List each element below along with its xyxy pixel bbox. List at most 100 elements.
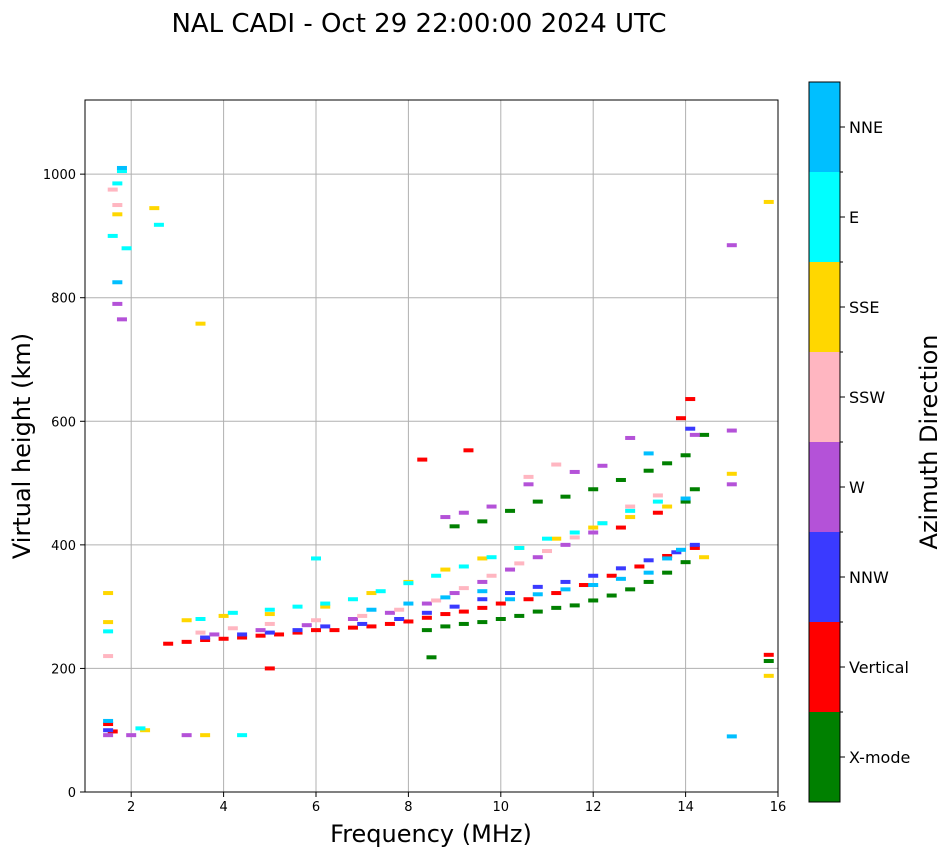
data-point	[680, 496, 691, 501]
data-point	[311, 628, 321, 633]
data-point	[643, 579, 654, 584]
y-tick-label: 600	[51, 415, 76, 430]
data-point	[237, 635, 248, 640]
data-point	[726, 471, 737, 476]
data-point	[699, 432, 710, 437]
data-point	[505, 567, 516, 572]
data-point	[458, 621, 469, 626]
data-point	[597, 463, 608, 468]
data-point	[103, 620, 114, 625]
data-point	[255, 628, 266, 633]
data-point	[301, 623, 312, 628]
data-point	[227, 610, 238, 615]
data-point	[588, 487, 599, 492]
data-point	[763, 199, 774, 204]
x-tick-label: 8	[404, 800, 412, 815]
data-point	[237, 632, 248, 637]
data-point	[689, 545, 700, 550]
data-point	[560, 579, 571, 584]
data-point	[532, 584, 543, 589]
data-point	[421, 601, 432, 606]
data-point	[264, 621, 275, 626]
data-point	[458, 564, 469, 569]
data-point	[615, 566, 626, 571]
data-point	[116, 165, 127, 170]
data-point	[431, 573, 442, 578]
data-point	[195, 321, 206, 326]
data-point	[426, 655, 437, 660]
data-point	[477, 556, 488, 561]
colorbar-swatch	[809, 712, 840, 802]
data-point	[606, 593, 617, 598]
data-point	[643, 451, 654, 456]
data-point	[112, 203, 123, 208]
data-point	[542, 549, 552, 554]
x-tick-label: 12	[585, 800, 602, 815]
data-point	[394, 617, 405, 621]
data-point	[505, 597, 516, 602]
colorbar-swatch	[809, 82, 840, 172]
data-point	[255, 633, 266, 638]
data-point	[112, 212, 123, 217]
data-point	[477, 597, 488, 602]
data-point	[652, 510, 663, 515]
data-point	[237, 733, 248, 738]
data-point	[569, 535, 580, 540]
data-point	[403, 619, 414, 624]
data-point	[495, 601, 506, 606]
data-point	[440, 624, 451, 629]
data-point	[726, 734, 737, 739]
data-point	[588, 598, 599, 603]
data-point	[366, 624, 377, 629]
data-point	[292, 630, 303, 635]
data-point	[625, 435, 636, 440]
data-point	[569, 603, 580, 608]
data-point	[662, 556, 673, 561]
data-point	[181, 733, 192, 738]
y-tick-label: 400	[51, 539, 76, 554]
data-point	[107, 187, 118, 192]
colorbar-swatch	[809, 172, 840, 262]
colorbar-swatch	[809, 442, 840, 532]
data-point	[227, 626, 238, 631]
data-point	[103, 591, 114, 596]
data-point	[680, 499, 691, 504]
data-point	[264, 630, 275, 635]
data-point	[689, 487, 700, 492]
data-point	[763, 659, 774, 664]
colorbar-swatch	[809, 262, 840, 352]
data-point	[615, 525, 626, 530]
data-point	[726, 243, 737, 248]
data-point	[264, 666, 275, 671]
data-point	[112, 181, 123, 186]
data-point	[662, 553, 673, 558]
colorbar-category-label: X-mode	[849, 748, 910, 767]
data-point	[675, 416, 686, 421]
data-point	[264, 612, 275, 617]
y-tick-label: 800	[51, 292, 76, 307]
data-point	[103, 718, 114, 723]
colorbar-label: Azimuth Direction	[915, 335, 943, 550]
data-point	[523, 482, 534, 487]
data-point	[560, 587, 571, 592]
data-point	[218, 636, 229, 641]
data-point	[357, 621, 368, 626]
data-point	[560, 542, 571, 547]
plot-frame	[84, 99, 779, 793]
data-point	[763, 652, 774, 657]
data-point	[421, 615, 432, 620]
colorbar-category-label: W	[849, 478, 865, 497]
data-point	[615, 477, 626, 482]
data-points	[103, 165, 774, 739]
data-point	[103, 629, 114, 634]
data-point	[403, 581, 414, 586]
data-point	[431, 598, 442, 603]
data-point	[532, 555, 543, 560]
data-point	[523, 474, 534, 479]
data-point	[643, 558, 654, 563]
data-point	[292, 604, 303, 609]
data-point	[634, 564, 645, 569]
data-point	[163, 641, 174, 646]
data-point	[329, 628, 340, 633]
data-point	[523, 597, 534, 602]
